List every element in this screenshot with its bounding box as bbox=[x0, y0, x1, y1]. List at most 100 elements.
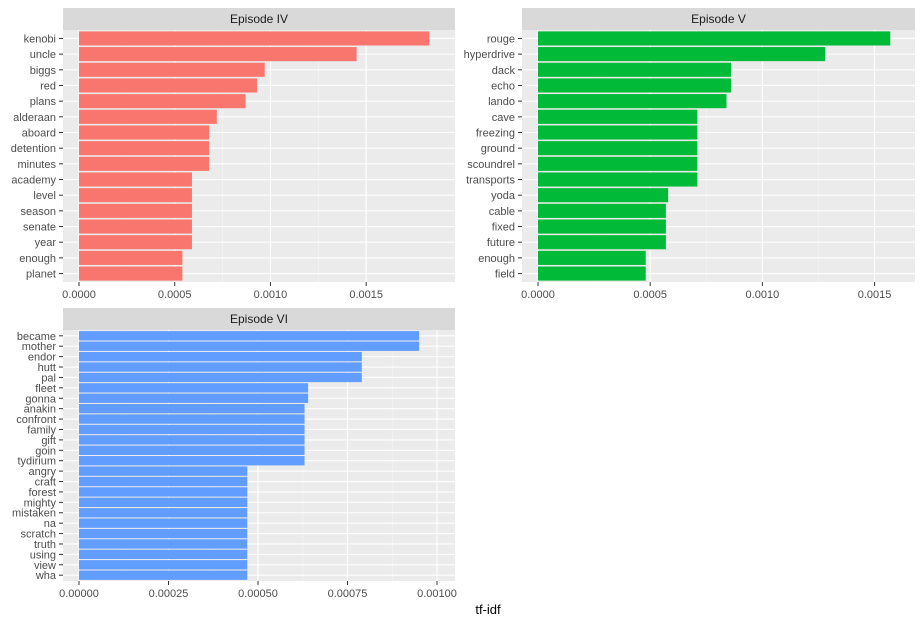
panel-2-x-tick-label: 0.0010 bbox=[746, 289, 780, 301]
panel-1-y-tick-label: kenobi bbox=[24, 33, 56, 45]
panel-1-x-tick-label: 0.0010 bbox=[254, 289, 288, 301]
panel-2-bar-yoda bbox=[538, 188, 669, 203]
panel-3-bar-fleet bbox=[79, 383, 309, 393]
panel-2-strip bbox=[522, 8, 915, 30]
panel-1-bar-enough bbox=[79, 250, 183, 265]
panel-3-x-tick-label: 0.00025 bbox=[149, 588, 189, 600]
panel-3-y-tick-label: angry bbox=[28, 466, 56, 478]
panel-1-y-tick-label: level bbox=[33, 190, 56, 202]
panel-3-bar-endor bbox=[79, 351, 362, 362]
panel-1-bar-aboard bbox=[79, 125, 210, 140]
panel-3-bar-hutt bbox=[79, 362, 362, 372]
panel-1-y-tick-label: biggs bbox=[30, 65, 57, 77]
panel-2-bar-enough bbox=[538, 250, 646, 265]
panel-2-bar-fixed bbox=[538, 219, 666, 234]
panel-1-y-tick-label: red bbox=[40, 80, 56, 92]
panel-3-bar-goin bbox=[79, 445, 305, 455]
panel-1-strip bbox=[63, 8, 455, 30]
panel-3-bar-mighty bbox=[79, 497, 248, 508]
panel-2-bar-future bbox=[538, 235, 666, 250]
panel-1-bar-plans bbox=[79, 94, 246, 109]
panel-1-y-tick-label: season bbox=[21, 206, 56, 218]
panel-1-y-tick-label: detention bbox=[11, 143, 56, 155]
panel-3-x-tick-label: 0.00050 bbox=[238, 588, 278, 600]
panel-2-bar-field bbox=[538, 266, 646, 281]
panel-3-y-tick-label: goin bbox=[35, 445, 56, 457]
panel-3-y-tick-label: na bbox=[44, 518, 57, 530]
panel-2-y-tick-label: yoda bbox=[491, 190, 516, 202]
panel-1-strip-label: Episode IV bbox=[230, 12, 288, 26]
panel-2-bar-echo bbox=[538, 78, 731, 93]
panel-1-x-tick-label: 0.0000 bbox=[62, 289, 96, 301]
panel-1-bar-biggs bbox=[79, 62, 265, 77]
panel-2-y-tick-label: enough bbox=[478, 253, 515, 265]
panel-2-y-tick-label: hyperdrive bbox=[464, 49, 515, 61]
panel-3-x-tick-label: 0.00100 bbox=[417, 588, 457, 600]
panel-1-x-tick-label: 0.0015 bbox=[349, 289, 383, 301]
panel-3-bar-became bbox=[79, 331, 420, 341]
panel-1-y-tick-label: alderaan bbox=[13, 112, 56, 124]
panel-1-bar-detention bbox=[79, 141, 210, 156]
panel-1-y-tick-label: senate bbox=[23, 222, 56, 234]
panel-2-bar-scoundrel bbox=[538, 156, 698, 171]
panel-3-y-tick-label: became bbox=[17, 331, 56, 343]
panel-2-strip-label: Episode V bbox=[691, 12, 746, 26]
panel-3-y-tick-label: craft bbox=[35, 477, 56, 489]
panel-2-x-tick-label: 0.0000 bbox=[521, 289, 555, 301]
panel-1-bar-season bbox=[79, 203, 192, 218]
panel-2-bar-ground bbox=[538, 141, 698, 156]
panel-2-bar-rouge bbox=[538, 31, 891, 46]
panel-3-bar-family bbox=[79, 424, 305, 435]
panel-2-y-tick-label: freezing bbox=[476, 127, 515, 139]
panel-1-y-tick-label: academy bbox=[11, 175, 56, 187]
panel-3-bar-forest bbox=[79, 487, 248, 497]
panel-3-y-tick-label: using bbox=[30, 549, 56, 561]
panel-3-bar-pal bbox=[79, 372, 362, 383]
panel-1-bar-kenobi bbox=[79, 31, 430, 46]
panel-1-y-tick-label: aboard bbox=[22, 127, 56, 139]
panel-3-y-tick-label: scratch bbox=[21, 529, 56, 541]
panel-3-y-tick-label: pal bbox=[41, 372, 56, 384]
panel-2-bar-cave bbox=[538, 109, 698, 124]
panel-3-bar-view bbox=[79, 560, 248, 570]
panel-3-y-tick-label: fleet bbox=[35, 383, 56, 395]
panel-1-bar-academy bbox=[79, 172, 192, 187]
panel-3-bar-using bbox=[79, 549, 248, 560]
panel-3-y-tick-label: endor bbox=[28, 352, 56, 364]
panel-3-bar-gonna bbox=[79, 393, 309, 403]
panel-2-x-tick-label: 0.0015 bbox=[858, 289, 892, 301]
panel-2-bar-dack bbox=[538, 62, 731, 77]
panel-2-y-tick-label: rouge bbox=[487, 33, 515, 45]
panel-3-bar-na bbox=[79, 518, 248, 528]
panel-1-bar-planet bbox=[79, 266, 183, 281]
panel-3-strip bbox=[63, 308, 455, 330]
panel-3-x-tick-label: 0.00000 bbox=[59, 588, 99, 600]
panel-1-bar-uncle bbox=[79, 47, 357, 62]
panel-2-y-tick-label: ground bbox=[481, 143, 515, 155]
panel-2-y-tick-label: lando bbox=[488, 96, 515, 108]
panel-3-y-tick-label: mistaken bbox=[12, 508, 56, 520]
panel-1-y-tick-label: year bbox=[35, 237, 57, 249]
panel-3-y-tick-label: view bbox=[34, 560, 56, 572]
panel-2-y-tick-label: fixed bbox=[492, 222, 515, 234]
panel-3-bar-wha bbox=[79, 570, 248, 580]
panel-2-bar-lando bbox=[538, 94, 727, 109]
panel-3-bar-craft bbox=[79, 476, 248, 487]
panel-3-bar-angry bbox=[79, 466, 248, 476]
panel-3-bar-scratch bbox=[79, 528, 248, 539]
panel-3-bar-mistaken bbox=[79, 508, 248, 518]
panel-3-y-tick-label: mother bbox=[22, 341, 57, 353]
panel-2-y-tick-label: cave bbox=[492, 112, 515, 124]
panel-2-y-tick-label: field bbox=[495, 269, 515, 281]
panel-2-y-tick-label: future bbox=[487, 237, 515, 249]
panel-3-background bbox=[63, 330, 455, 581]
x-axis-title: tf-idf bbox=[475, 602, 501, 617]
panel-1-y-tick-label: minutes bbox=[17, 159, 56, 171]
panel-3-y-tick-label: gonna bbox=[25, 393, 56, 405]
panel-3-y-tick-label: mighty bbox=[24, 497, 57, 509]
panel-3-strip-label: Episode VI bbox=[230, 312, 288, 326]
panel-2-bar-hyperdrive bbox=[538, 47, 826, 62]
panel-1-bar-red bbox=[79, 78, 258, 93]
panel-1-x-tick-label: 0.0005 bbox=[158, 289, 192, 301]
